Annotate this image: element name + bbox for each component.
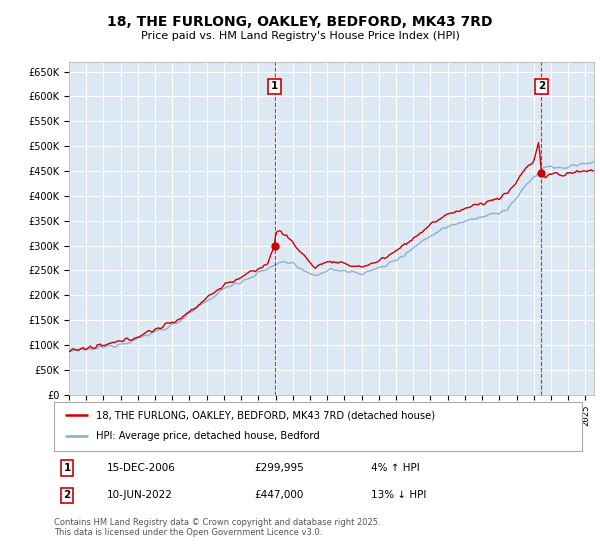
Text: HPI: Average price, detached house, Bedford: HPI: Average price, detached house, Bedf…	[96, 431, 320, 441]
Text: Price paid vs. HM Land Registry's House Price Index (HPI): Price paid vs. HM Land Registry's House …	[140, 31, 460, 41]
Text: 1: 1	[271, 81, 278, 91]
Text: 10-JUN-2022: 10-JUN-2022	[107, 490, 173, 500]
Text: 2: 2	[64, 490, 71, 500]
Text: £299,995: £299,995	[254, 463, 304, 473]
Text: £447,000: £447,000	[254, 490, 304, 500]
Text: 4% ↑ HPI: 4% ↑ HPI	[371, 463, 419, 473]
Text: Contains HM Land Registry data © Crown copyright and database right 2025.
This d: Contains HM Land Registry data © Crown c…	[54, 518, 380, 538]
Text: 15-DEC-2006: 15-DEC-2006	[107, 463, 176, 473]
Text: 1: 1	[64, 463, 71, 473]
Text: 18, THE FURLONG, OAKLEY, BEDFORD, MK43 7RD (detached house): 18, THE FURLONG, OAKLEY, BEDFORD, MK43 7…	[96, 410, 436, 421]
Text: 2: 2	[538, 81, 545, 91]
Text: 13% ↓ HPI: 13% ↓ HPI	[371, 490, 426, 500]
Text: 18, THE FURLONG, OAKLEY, BEDFORD, MK43 7RD: 18, THE FURLONG, OAKLEY, BEDFORD, MK43 7…	[107, 15, 493, 29]
